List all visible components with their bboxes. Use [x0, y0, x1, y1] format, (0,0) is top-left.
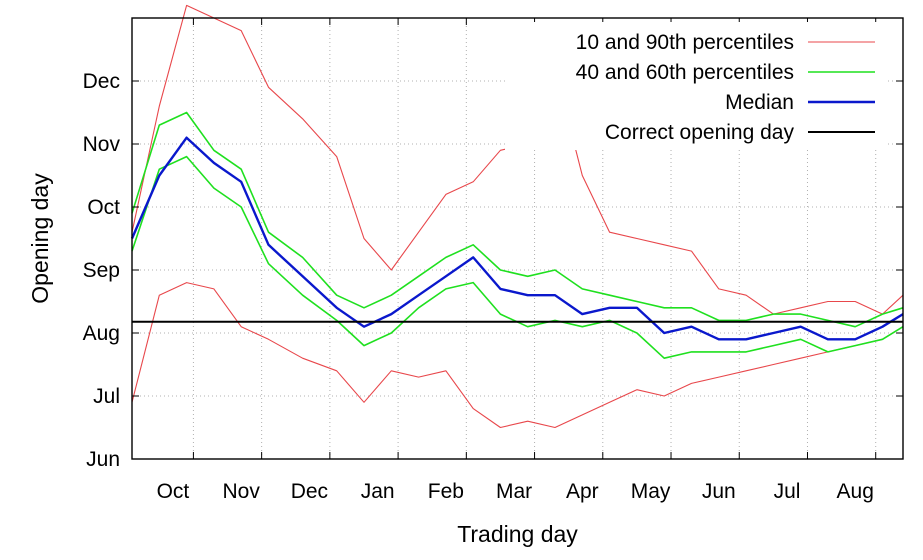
x-tick-label: Jun	[702, 480, 736, 503]
legend-label: Median	[725, 91, 794, 114]
plot-frame	[131, 17, 904, 460]
x-axis-title: Trading day	[457, 521, 578, 547]
x-tick-label: Feb	[428, 480, 464, 503]
y-axis: Jun Jul Aug Sep Oct Nov Dec	[83, 70, 903, 471]
series-40-and-60th-percentiles-lower-line	[131, 155, 904, 360]
x-tick-label: Mar	[496, 480, 532, 503]
x-axis: Oct Nov Dec Jan Feb Mar Apr May Jun Jul Aug	[157, 18, 877, 503]
legend-label: 40 and 60th percentiles	[576, 61, 794, 84]
series-layer	[130, 4, 904, 429]
x-tick-label: Nov	[222, 480, 260, 503]
legend: 10 and 90th percentiles 40 and 60th perce…	[505, 22, 885, 150]
legend-label: 10 and 90th percentiles	[576, 31, 794, 54]
y-tick-label: Jul	[93, 385, 120, 408]
x-tick-label: May	[631, 480, 671, 503]
x-tick-label: Aug	[837, 480, 874, 503]
legend-label: Correct opening day	[605, 121, 795, 144]
series-median-line	[130, 136, 904, 341]
x-tick-label: Oct	[157, 480, 190, 503]
x-tick-label: Dec	[291, 480, 328, 503]
x-tick-label: Jan	[361, 480, 395, 503]
y-tick-label: Dec	[83, 70, 120, 93]
y-tick-label: Nov	[83, 133, 121, 156]
series-10-and-90th-percentiles-lower-line	[131, 282, 904, 429]
grid	[132, 18, 903, 459]
y-tick-label: Aug	[83, 322, 120, 345]
x-tick-label: Jul	[774, 480, 801, 503]
y-tick-label: Oct	[87, 196, 120, 219]
y-axis-title: Opening day	[27, 173, 53, 304]
x-tick-label: Apr	[566, 480, 599, 503]
legend-background	[505, 22, 885, 150]
y-tick-label: Jun	[86, 448, 120, 471]
y-tick-label: Sep	[83, 259, 120, 282]
series-40-and-60th-percentiles-line	[131, 111, 904, 328]
